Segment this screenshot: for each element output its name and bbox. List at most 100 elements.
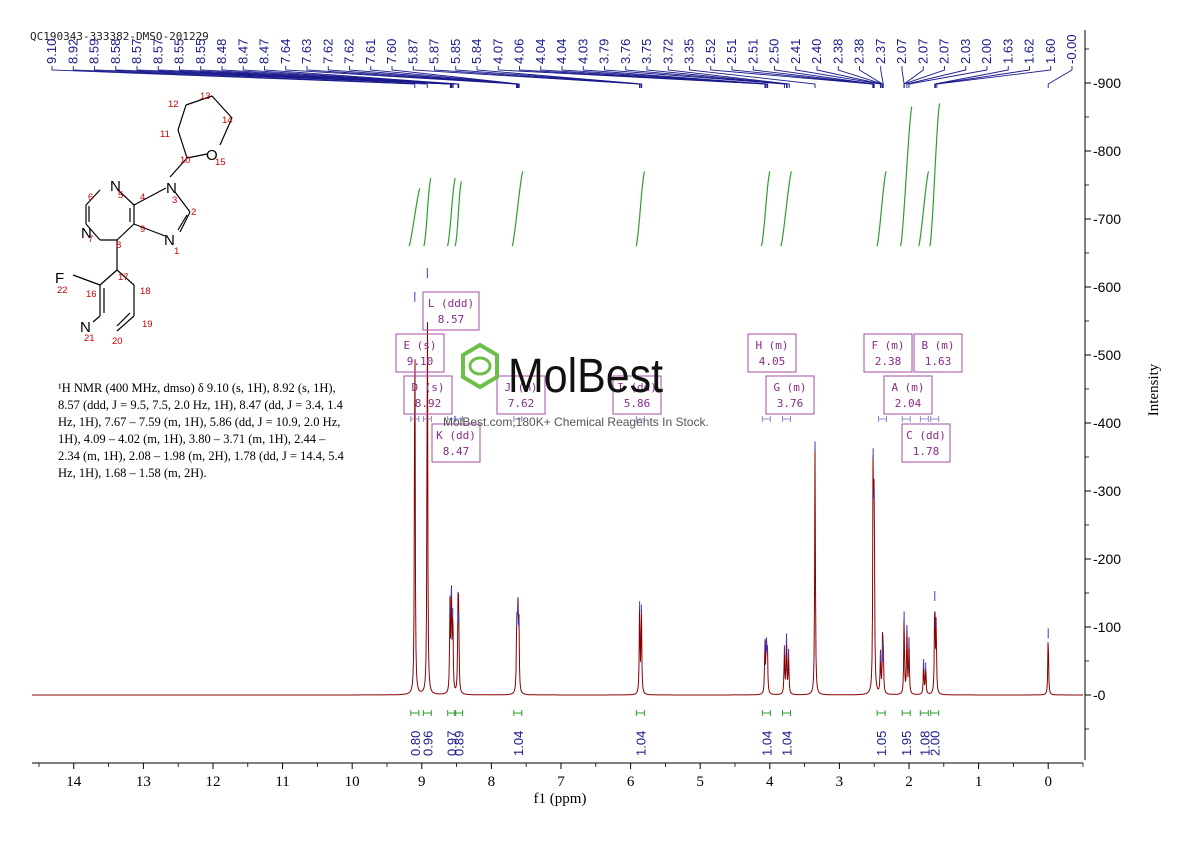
multiplet-label: L (ddd) — [428, 297, 474, 310]
peak-label-connector — [476, 66, 643, 88]
multiplet-shift: 8.92 — [415, 397, 442, 410]
multiplet-shift: 5.86 — [624, 397, 651, 410]
integral-curve — [900, 106, 913, 247]
peak-label-connector — [859, 66, 883, 88]
peak-label-connector — [908, 66, 988, 88]
multiplet-marker — [930, 416, 940, 422]
peak-label-connector — [816, 66, 882, 88]
multiplet-box-l: L (ddd) 8.57 — [422, 291, 480, 422]
peak-label-connector — [51, 66, 416, 88]
peak-label-connector — [306, 66, 518, 88]
x-tick-label: 9 — [418, 774, 426, 790]
atom-number-21: 21 — [84, 333, 95, 344]
peak-label-connector — [906, 66, 967, 88]
multiplet-label: G (m) — [773, 381, 806, 394]
peak-label: 4.03 — [575, 39, 590, 64]
multiplet-marker — [454, 416, 464, 422]
multiplet-marker — [761, 416, 771, 422]
atom-number-17: 17 — [118, 272, 129, 283]
molecular-structure — [72, 95, 233, 332]
atom-number-3: 3 — [172, 195, 177, 206]
integral-value: 1.04 — [511, 731, 526, 756]
element-symbol-n1: N — [164, 232, 175, 249]
multiplet-frame — [431, 423, 481, 463]
peak-label: 5.87 — [427, 39, 442, 64]
multiplet-box-i: I (dd) 5.86 — [612, 375, 662, 422]
peak-label: 7.64 — [278, 39, 293, 64]
peak-label-connector — [370, 66, 519, 88]
integral-bracket — [761, 710, 771, 716]
peak-label: 8.57 — [129, 39, 144, 64]
atom-number-18: 18 — [140, 286, 151, 297]
multiplet-frame — [765, 375, 815, 415]
peak-label: 3.76 — [618, 39, 633, 64]
multiplet-label: F (m) — [871, 339, 904, 352]
atom-number-7: 7 — [88, 234, 93, 245]
atom-number-1: 1 — [174, 246, 179, 257]
atom-number-2: 2 — [191, 207, 196, 218]
peak-label-connector — [936, 66, 1052, 88]
atom-number-4: 4 — [140, 192, 145, 203]
peak-label-connector — [540, 66, 768, 88]
element-symbol-n21: N — [80, 319, 91, 336]
x-tick-label: 3 — [836, 774, 844, 790]
x-tick-label: 12 — [205, 774, 220, 790]
y-axis: -0 -100 -200 -300 -400 -500 -600 -700 -800 -900 — [1084, 30, 1121, 760]
peak-label: 1.62 — [1022, 39, 1037, 64]
y-tick-label: -600 — [1093, 279, 1121, 295]
y-tick-label: -500 — [1093, 347, 1121, 363]
peak-label: 8.48 — [214, 39, 229, 64]
multiplet-box-b: B (m) 1.63 — [913, 333, 963, 422]
multiplet-box-f: F (m) 2.38 — [863, 333, 913, 422]
nmr-description: ¹H NMR (400 MHz, dmso) δ 9.10 (s, 1H), 8… — [58, 381, 344, 480]
integral-curve — [423, 178, 432, 247]
peak-label: 2.07 — [894, 39, 909, 64]
multiplet-label: I (dd) — [617, 381, 657, 394]
peak-label: 8.47 — [257, 39, 272, 64]
multiplet-label: K (dd) — [436, 429, 476, 442]
multiplet-shift: 2.38 — [875, 355, 902, 368]
multiplet-frame — [913, 333, 963, 373]
peak-label: 2.07 — [915, 39, 930, 64]
x-tick-label: 5 — [696, 774, 704, 790]
multiplet-marker — [919, 416, 929, 422]
watermark-logo: MolBest MolBest.com,180K+ Chemical Reage… — [443, 342, 709, 429]
multiplet-box-h: H (m) 4.05 — [747, 333, 797, 422]
peak-label: 2.51 — [745, 39, 760, 64]
y-tick-label: -800 — [1093, 143, 1121, 159]
peak-label-connector — [604, 66, 785, 88]
peak-label-connector — [934, 66, 1009, 88]
atom-number-20: 20 — [112, 336, 123, 347]
multiplet-frame — [403, 375, 453, 415]
peak-label: 4.07 — [490, 39, 505, 64]
integral-bracket — [876, 710, 886, 716]
atom-number-9: 9 — [140, 224, 145, 235]
peak-label-connector — [434, 66, 641, 88]
integral-curve — [454, 181, 463, 247]
peak-label: 8.59 — [87, 39, 102, 64]
peak-label: 1.63 — [1000, 39, 1015, 64]
peak-label: 5.87 — [405, 39, 420, 64]
multiplet-marker — [782, 416, 791, 422]
peak-label-connector — [752, 66, 874, 88]
multiplet-shift: 2.04 — [895, 397, 922, 410]
peak-label: 5.85 — [448, 39, 463, 64]
multiplet-frame — [883, 375, 933, 415]
integral-curve — [408, 188, 421, 247]
peak-label: 8.47 — [235, 39, 250, 64]
integral-curve — [929, 103, 941, 247]
x-tick-label: 8 — [488, 774, 496, 790]
integral-curve — [511, 171, 524, 247]
atom-number-5: 5 — [118, 190, 123, 201]
atom-number-22: 22 — [57, 285, 68, 296]
peak-label-connector — [349, 66, 519, 88]
x-axis: 14 13 12 11 10 9 8 7 6 5 4 3 2 1 0 — [32, 762, 1084, 790]
multiplet-marker — [422, 416, 432, 422]
peak-label: -0.00 — [1064, 34, 1079, 64]
multiplet-box-a: A (m) 2.04 — [883, 375, 933, 422]
multiplet-box-d: D (s) 8.92 — [403, 375, 453, 422]
atom-number-6: 6 — [88, 192, 93, 203]
peak-label: 3.35 — [682, 39, 697, 64]
multiplet-shift: 8.57 — [438, 313, 465, 326]
